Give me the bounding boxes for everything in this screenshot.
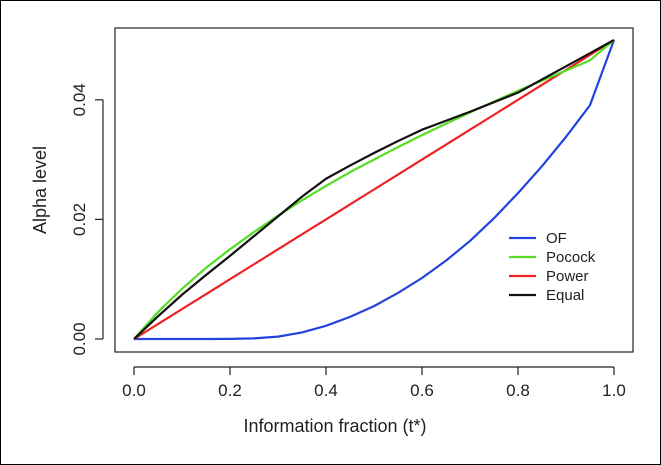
legend-label-of: OF <box>546 230 567 247</box>
x-tick-label: 0.4 <box>314 381 338 400</box>
x-tick-label: 0.0 <box>122 381 146 400</box>
series-line-equal <box>133 39 615 340</box>
x-axis-title: Information fraction (t*) <box>243 416 426 436</box>
x-tick-label: 0.6 <box>410 381 434 400</box>
y-tick-label: 0.00 <box>70 322 89 355</box>
y-tick-label: 0.04 <box>70 83 89 116</box>
x-tick-label: 0.2 <box>218 381 242 400</box>
y-axis-title: Alpha level <box>30 146 50 234</box>
series-line-power <box>133 39 615 340</box>
x-tick-label: 0.8 <box>506 381 530 400</box>
legend-label-power: Power <box>546 268 589 285</box>
legend-label-pocock: Pocock <box>546 249 596 266</box>
series-line-of <box>134 39 616 341</box>
x-axis: 0.0 0.2 0.4 0.6 0.8 1.0 <box>122 366 626 400</box>
x-tick-label: 1.0 <box>602 381 626 400</box>
y-axis: 0.00 0.02 0.04 <box>70 83 104 356</box>
legend: OF Pocock Power Equal <box>509 230 596 304</box>
series-lines <box>133 39 616 341</box>
legend-label-equal: Equal <box>546 287 584 304</box>
plot-area-box <box>114 27 634 353</box>
y-tick-label: 0.02 <box>70 203 89 236</box>
